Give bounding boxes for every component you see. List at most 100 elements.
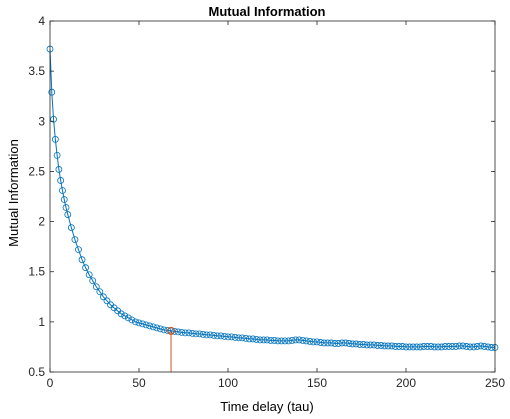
x-tick-label: 200 xyxy=(396,376,416,390)
data-point xyxy=(50,115,57,123)
x-axis-label: Time delay (tau) xyxy=(220,399,313,414)
x-axis-ticks: 0 50 100 150 200 250 xyxy=(47,21,505,390)
series-line xyxy=(49,49,495,348)
data-point xyxy=(267,337,275,344)
data-point xyxy=(199,330,207,338)
data-point xyxy=(359,341,367,348)
data-point xyxy=(480,343,488,350)
optimal-delay-marker xyxy=(167,326,176,335)
data-point xyxy=(221,332,228,340)
data-point xyxy=(121,312,129,320)
data-point xyxy=(431,343,438,351)
data-point xyxy=(196,330,203,338)
data-point xyxy=(160,326,168,334)
data-point xyxy=(263,336,271,344)
data-point xyxy=(384,342,392,350)
x-tick-label: 50 xyxy=(132,376,146,390)
plot-area xyxy=(50,21,495,372)
data-point xyxy=(75,246,82,254)
data-point xyxy=(313,338,321,346)
data-point xyxy=(338,339,346,347)
data-point xyxy=(463,343,470,350)
series-layer xyxy=(46,45,499,351)
data-point xyxy=(92,283,100,291)
data-point xyxy=(366,341,374,349)
y-tick-label: 3 xyxy=(38,114,45,128)
x-tick-label: 250 xyxy=(485,376,505,390)
data-point xyxy=(427,343,435,350)
data-point xyxy=(270,337,278,344)
data-point xyxy=(324,339,332,347)
data-point xyxy=(235,334,243,342)
chart-title: Mutual Information xyxy=(209,4,326,19)
y-tick-label: 1 xyxy=(38,315,45,329)
data-point xyxy=(423,343,431,350)
data-point xyxy=(96,288,104,296)
data-point xyxy=(306,338,314,345)
data-point xyxy=(327,339,335,347)
data-point xyxy=(164,326,171,334)
data-point xyxy=(188,329,196,337)
data-point xyxy=(256,336,264,344)
data-point xyxy=(274,337,282,345)
data-point xyxy=(171,327,179,335)
data-point xyxy=(388,342,396,350)
data-point xyxy=(452,343,460,350)
data-point xyxy=(320,339,328,347)
x-tick-label: 150 xyxy=(307,376,327,390)
data-point xyxy=(210,331,218,339)
data-point xyxy=(238,334,246,342)
data-point xyxy=(48,88,56,96)
data-point xyxy=(295,336,303,344)
data-point xyxy=(103,297,111,305)
data-point xyxy=(377,342,385,349)
data-point xyxy=(64,211,72,218)
data-point xyxy=(402,343,410,351)
data-point xyxy=(203,331,211,339)
data-point xyxy=(285,337,292,345)
x-tick-label: 0 xyxy=(47,376,54,390)
data-point xyxy=(85,271,93,279)
data-point xyxy=(299,337,307,344)
data-point xyxy=(470,343,478,351)
data-point xyxy=(356,341,364,348)
data-point xyxy=(288,337,296,344)
data-point xyxy=(363,341,371,349)
data-point xyxy=(370,341,378,349)
data-point xyxy=(57,177,65,184)
data-point xyxy=(441,343,449,350)
data-point xyxy=(71,236,79,244)
y-axis-ticks: 0.5 1 1.5 2 2.5 3 3.5 4 xyxy=(28,14,495,379)
data-point xyxy=(445,343,453,350)
data-point xyxy=(149,323,157,331)
data-point xyxy=(217,332,225,340)
data-point xyxy=(249,335,257,343)
y-tick-label: 4 xyxy=(38,14,45,28)
data-point xyxy=(100,293,107,301)
data-point xyxy=(139,320,146,328)
data-point xyxy=(53,151,61,159)
y-axis-label: Mutual Information xyxy=(6,139,21,247)
data-point xyxy=(128,316,136,324)
data-point xyxy=(55,166,63,173)
data-point xyxy=(192,330,200,338)
data-point xyxy=(459,342,467,350)
data-point xyxy=(62,204,70,211)
data-point xyxy=(488,344,495,351)
data-point xyxy=(342,339,349,347)
data-point xyxy=(381,342,389,350)
data-point xyxy=(331,340,339,347)
data-point xyxy=(391,343,399,350)
y-tick-label: 2 xyxy=(38,215,45,229)
y-tick-label: 3.5 xyxy=(28,64,45,78)
data-point xyxy=(484,343,492,351)
data-point xyxy=(477,342,485,350)
data-point xyxy=(281,337,289,345)
data-point xyxy=(146,322,154,330)
data-point xyxy=(231,333,239,341)
data-point xyxy=(174,328,182,336)
data-point xyxy=(473,343,481,350)
data-point xyxy=(260,336,268,344)
data-point xyxy=(345,340,353,347)
